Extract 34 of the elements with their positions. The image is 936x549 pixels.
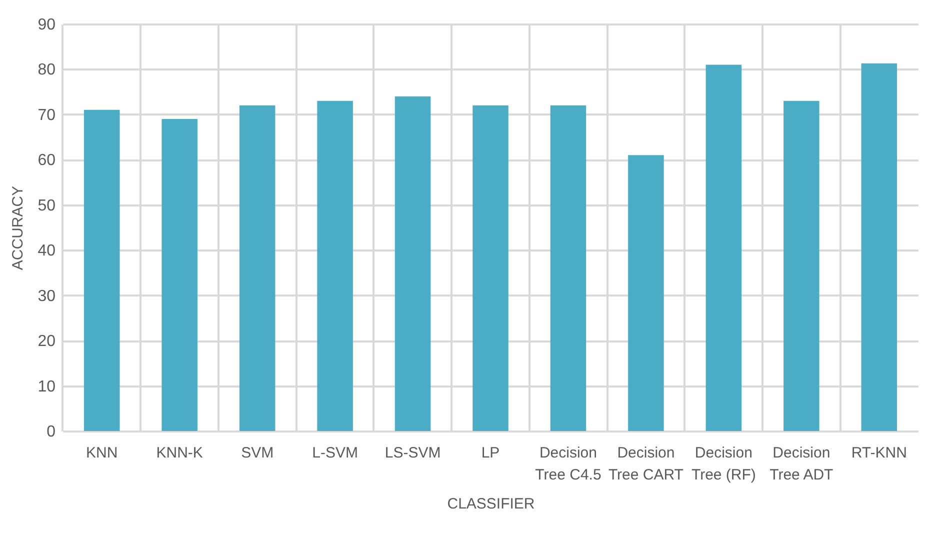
bar bbox=[550, 105, 586, 431]
x-tick-label: LP bbox=[481, 444, 500, 462]
y-tick-label: 30 bbox=[38, 288, 56, 305]
y-tick-label: 90 bbox=[38, 16, 56, 34]
x-tick-label: L-SVM bbox=[312, 444, 358, 462]
x-tick-label: KNN-K bbox=[156, 444, 203, 462]
y-tick-label: 80 bbox=[38, 62, 56, 79]
bar bbox=[706, 64, 742, 431]
bar bbox=[162, 118, 198, 431]
x-tick-label: LS-SVM bbox=[384, 444, 441, 462]
y-tick-label: 50 bbox=[38, 197, 56, 214]
x-tick-label: Decision Tree ADT bbox=[770, 444, 834, 484]
x-tick-label: RT-KNN bbox=[851, 444, 907, 462]
bar bbox=[861, 63, 898, 431]
bar bbox=[239, 105, 276, 431]
x-tick-label: Decision Tree CART bbox=[608, 444, 684, 484]
y-tick-label: 60 bbox=[38, 152, 56, 170]
y-tick-label: 40 bbox=[38, 242, 56, 260]
y-tick-label: 0 bbox=[46, 424, 56, 440]
x-tick-label: Decision Tree C4.5 bbox=[535, 444, 602, 484]
x-tick-label: Decision Tree (RF) bbox=[691, 444, 756, 484]
y-axis-title: ACCURACY bbox=[10, 186, 27, 270]
x-axis-title: CLASSIFIER bbox=[447, 496, 535, 512]
bar bbox=[472, 105, 508, 431]
bar bbox=[628, 155, 664, 431]
y-tick-label: 70 bbox=[38, 106, 56, 124]
bar bbox=[394, 96, 431, 431]
bar bbox=[784, 100, 820, 431]
y-tick-label: 20 bbox=[38, 333, 56, 350]
x-tick-label: KNN bbox=[86, 444, 118, 462]
bar bbox=[317, 100, 353, 431]
bar bbox=[84, 110, 120, 431]
y-tick-label: 10 bbox=[38, 378, 56, 396]
x-tick-label: SVM bbox=[241, 444, 274, 462]
